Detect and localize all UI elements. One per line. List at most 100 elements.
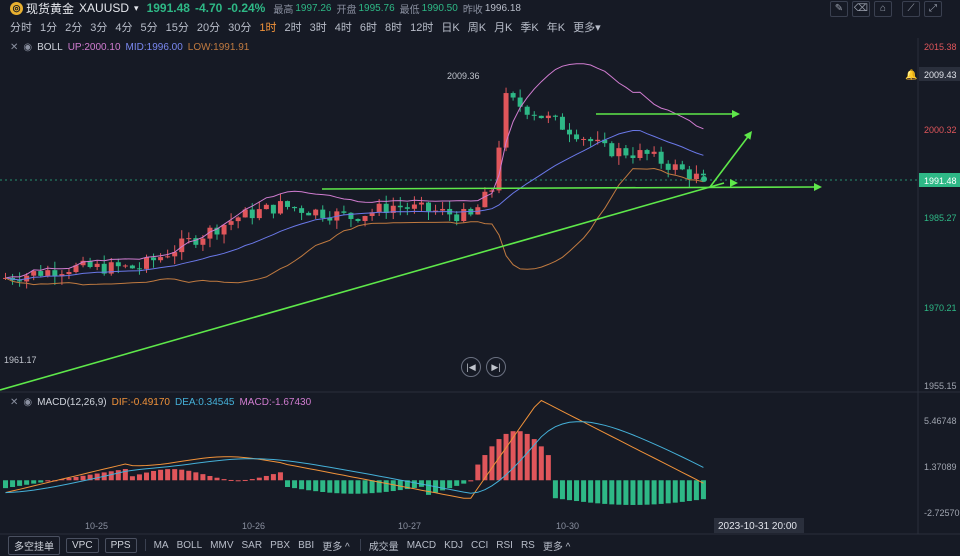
main-indicator-0[interactable]: MA [153,539,169,551]
macd-dea: DEA:0.34545 [174,396,235,408]
candle [433,210,439,212]
timeframe-13[interactable]: 6时 [359,22,377,34]
candle [341,211,347,213]
bookmark-icon[interactable]: ⌂ [874,1,892,17]
current-price-tag [919,173,960,187]
candle [101,263,107,274]
bottom-button-2[interactable]: PPS [104,537,137,553]
symbol-dropdown-icon[interactable]: ▾ [134,2,139,13]
candle [193,238,199,245]
macd-bar [651,480,657,505]
main-indicator-2[interactable]: MMV [210,539,234,551]
eraser-icon[interactable]: ⌫ [852,1,870,17]
macd-bar [31,480,37,484]
prev-icon[interactable]: |◀ [461,357,481,377]
collapse-icon[interactable]: ✕ [10,41,19,53]
candle [538,115,544,119]
timeframe-20[interactable]: 年K [546,22,566,34]
timeframe-21[interactable]: 更多▾ [573,22,601,34]
prev-close-label: 昨收 [462,4,483,16]
candle [552,115,558,117]
macd-bar [292,480,298,489]
macd-bar [489,446,495,481]
candle [200,238,206,245]
timeframe-3[interactable]: 3分 [90,22,108,34]
sub-indicator-3[interactable]: CCI [471,539,489,551]
sub-indicator-4[interactable]: RSI [496,539,513,551]
sub-indicator-0[interactable]: 成交量 [368,541,399,553]
macd-bar [108,471,114,481]
macd-bar [559,480,565,500]
sub-indicator-5[interactable]: RS [520,539,535,551]
main-indicator-5[interactable]: BBI [298,539,315,551]
instrument-name[interactable]: 现货黄金 [26,1,75,16]
bottom-button-1[interactable]: VPC [66,537,99,553]
macd-bar [355,480,361,494]
timeframe-12[interactable]: 4时 [334,22,352,34]
macd-bar [411,480,417,488]
main-indicator-1[interactable]: BOLL [176,539,203,551]
candle [122,265,128,267]
sub-indicator-1[interactable]: MACD [406,539,437,551]
high-annotation: 2009.36 [447,71,480,81]
candle [94,263,100,267]
collapse-icon[interactable]: ✕ [10,396,19,408]
main-indicator-3[interactable]: SAR [241,539,263,551]
draw-tool-icon[interactable]: ✎ [830,1,848,17]
timeframe-8[interactable]: 30分 [228,22,252,34]
timeframe-10[interactable]: 2时 [284,22,302,34]
macd-bar [242,479,248,481]
bottom-button-0[interactable]: 多空挂单 [8,535,60,555]
timeframe-19[interactable]: 季K [520,22,539,34]
timeframe-7[interactable]: 20分 [196,22,221,34]
price-change: -4.70 [194,1,223,15]
macd-bar [531,439,537,481]
macd-bar [404,480,410,490]
timeframe-5[interactable]: 5分 [140,22,158,34]
candle [73,265,79,273]
timeframe-0[interactable]: 分时 [10,22,32,34]
last-price: 1991.48 [146,1,190,15]
eye-icon[interactable]: ◉ [23,41,33,53]
timeframe-17[interactable]: 周K [467,22,487,34]
instrument-symbol[interactable]: XAUUSD [79,1,130,15]
macd-bar [334,480,340,494]
fullscreen-icon[interactable]: ⤢ [924,1,942,17]
low-value: 1990.50 [421,2,458,14]
candle [630,155,636,158]
macd-bar [602,480,608,504]
bell-icon: 🔔 [905,69,917,81]
sub-indicator-6[interactable]: 更多 ^ [542,541,571,553]
candle [482,191,488,208]
timeframe-18[interactable]: 月K [494,22,513,34]
macd-bar [623,480,629,505]
timeframe-9[interactable]: 1时 [259,22,277,34]
eye-icon[interactable]: ◉ [23,396,33,408]
sub-indicator-2[interactable]: KDJ [444,539,464,551]
last-price-dot [701,176,707,182]
main-indicator-6[interactable]: 更多 ^ [322,541,350,553]
candle [270,204,276,214]
timeframe-15[interactable]: 12时 [410,22,434,34]
macd-bar [510,431,516,481]
timeframe-16[interactable]: 日K [441,22,460,34]
timeframe-1[interactable]: 1分 [40,22,58,34]
macd-bar [249,479,255,481]
candle [228,221,234,225]
timeframe-4[interactable]: 4分 [115,22,133,34]
date-label: 10-26 [242,521,265,531]
timeframe-11[interactable]: 3时 [309,22,327,34]
bottom-toolbar: 多空挂单 VPC PPS MA BOLL MMV SAR PBX BBI 更多 ^ 成交量 MACD K… [0,535,960,555]
macd-bar [496,439,502,481]
candle [299,208,305,213]
candle [700,173,706,176]
timeframe-6[interactable]: 15分 [165,22,189,34]
next-icon[interactable]: ▶| [486,357,506,377]
main-indicator-4[interactable]: PBX [270,539,291,551]
timeframe-14[interactable]: 8时 [385,22,403,34]
candle [221,224,227,235]
macd-legend: ✕ ◉ MACD(12,26,9) DIF:-0.49170 DEA:0.345… [0,395,316,409]
timeframe-2[interactable]: 2分 [65,22,83,34]
pen-icon[interactable]: ⟋ [902,1,920,17]
